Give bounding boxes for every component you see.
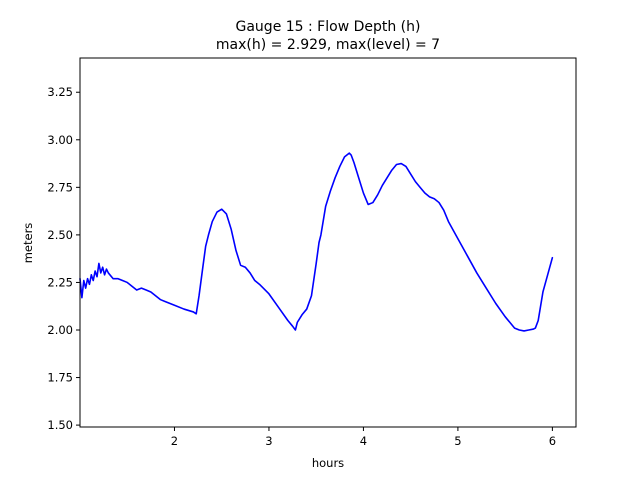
- y-tick-label: 2.75: [47, 180, 73, 194]
- y-axis: 1.50 1.75 2.00 2.25 2.50 2.75 3.00 3.25: [47, 85, 80, 432]
- y-tick-label: 2.25: [47, 275, 73, 289]
- axes-frame: [79, 57, 577, 428]
- y-tick-label: 3.25: [47, 85, 73, 99]
- x-axis-label: hours: [312, 456, 344, 470]
- x-tick-label: 2: [171, 434, 178, 448]
- chart-title-line1: Gauge 15 : Flow Depth (h): [236, 19, 421, 35]
- y-tick-label: 2.50: [47, 228, 73, 242]
- y-tick-label: 1.50: [47, 418, 73, 432]
- x-tick-label: 5: [454, 434, 461, 448]
- plot-area: [79, 152, 554, 332]
- y-tick-label: 3.00: [47, 133, 73, 147]
- x-tick-label: 3: [265, 434, 272, 448]
- x-tick-label: 6: [549, 434, 556, 448]
- series-line: [79, 152, 554, 332]
- chart-title-line2: max(h) = 2.929, max(level) = 7: [216, 37, 440, 53]
- x-tick-label: 4: [360, 434, 367, 448]
- y-tick-label: 1.75: [47, 371, 73, 385]
- x-axis: 2 3 4 5 6: [171, 427, 556, 448]
- y-tick-label: 2.00: [47, 323, 73, 337]
- y-axis-label: meters: [21, 223, 35, 264]
